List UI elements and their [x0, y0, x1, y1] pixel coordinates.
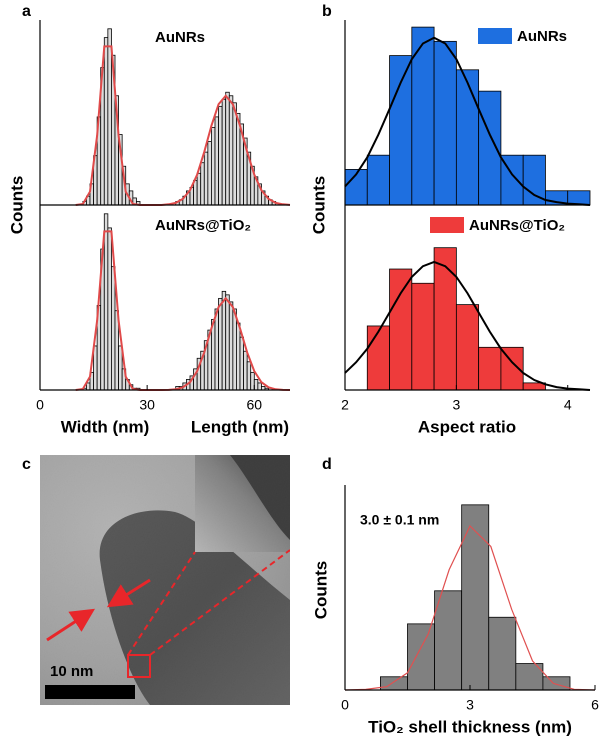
bar	[389, 268, 413, 391]
y-axis-label: Counts	[309, 176, 328, 235]
zoom-line	[127, 551, 196, 656]
y-axis-label: Counts	[7, 176, 26, 235]
bar	[243, 350, 248, 391]
legend-label: AuNRs	[517, 28, 567, 45]
bar	[407, 623, 435, 691]
bar	[461, 504, 490, 691]
scale-bar-label: 10 nm	[50, 663, 93, 680]
panel-title: AuNRs	[155, 29, 205, 46]
bar	[253, 379, 259, 391]
bar	[366, 325, 390, 391]
bar	[433, 40, 457, 206]
zoom-box	[127, 654, 151, 678]
bar	[239, 336, 244, 391]
panel-label: c	[22, 456, 31, 473]
x-axis-label: TiO₂ shell thickness (nm)	[368, 717, 572, 736]
bar	[488, 616, 517, 691]
tem-image: 10 nm	[40, 455, 290, 705]
bar	[111, 266, 116, 391]
fit-curve	[344, 260, 591, 391]
bar	[207, 141, 212, 206]
bar	[193, 179, 198, 206]
annotation: 3.0 ± 0.1 nm	[360, 512, 439, 528]
fit-curve	[75, 45, 291, 206]
bar	[103, 37, 109, 206]
bar	[214, 116, 219, 206]
bar	[433, 247, 457, 391]
arrow	[106, 578, 151, 608]
arrow	[46, 608, 96, 642]
bar	[434, 590, 463, 691]
panel-label: b	[322, 3, 332, 20]
bar	[221, 290, 227, 391]
bar	[211, 127, 216, 206]
bar	[107, 227, 112, 391]
bar	[200, 162, 205, 206]
image-noise	[40, 455, 290, 705]
fit-curve	[344, 36, 591, 206]
fit-curve	[344, 524, 596, 691]
scale-bar	[45, 685, 135, 699]
bar	[86, 382, 91, 391]
bar	[218, 297, 223, 391]
x-axis-label: Aspect ratio	[418, 417, 516, 436]
bar	[211, 319, 216, 391]
x-tick-label: 60	[246, 397, 262, 413]
panel-label: a	[22, 3, 31, 20]
x-tick-label: 4	[564, 397, 572, 413]
bar	[228, 301, 234, 391]
bar	[232, 102, 237, 206]
bar	[389, 55, 413, 206]
bar	[225, 294, 230, 391]
x-tick-label: 0	[36, 397, 44, 413]
panel-label: d	[322, 456, 332, 473]
x-tick-label: 30	[139, 397, 155, 413]
bar	[246, 361, 252, 391]
bar	[236, 322, 241, 391]
bar	[542, 676, 571, 691]
bar	[232, 308, 237, 391]
bar	[228, 95, 234, 206]
x-axis-label: Length (nm)	[191, 417, 289, 436]
panel-title: AuNRs@TiO₂	[155, 217, 251, 234]
bar	[455, 304, 480, 391]
bar	[214, 308, 219, 391]
bar	[250, 371, 255, 391]
x-tick-label: 0	[341, 697, 349, 713]
zoom-line	[149, 549, 290, 656]
bar	[203, 151, 209, 206]
bar	[103, 213, 109, 391]
x-tick-label: 2	[341, 397, 349, 413]
x-tick-label: 3	[466, 697, 474, 713]
bar	[93, 345, 98, 391]
bar	[478, 90, 502, 206]
bar	[478, 346, 502, 391]
y-axis-label: Counts	[311, 561, 330, 620]
legend-label: AuNRs@TiO₂	[469, 217, 565, 234]
x-tick-label: 3	[452, 397, 460, 413]
bar	[107, 28, 112, 206]
bar	[196, 172, 202, 206]
x-axis-label: Width (nm)	[61, 417, 150, 436]
fit-curve	[75, 230, 291, 391]
legend-swatch	[430, 217, 464, 233]
bar	[455, 69, 480, 206]
bar	[366, 154, 390, 206]
x-tick-label: 6	[591, 697, 599, 713]
legend-swatch	[478, 28, 512, 44]
bar	[118, 345, 123, 391]
bar	[218, 105, 223, 206]
bar	[225, 91, 230, 206]
bar	[411, 282, 435, 391]
bar	[380, 676, 408, 691]
bar	[221, 98, 227, 206]
bar	[257, 382, 262, 391]
